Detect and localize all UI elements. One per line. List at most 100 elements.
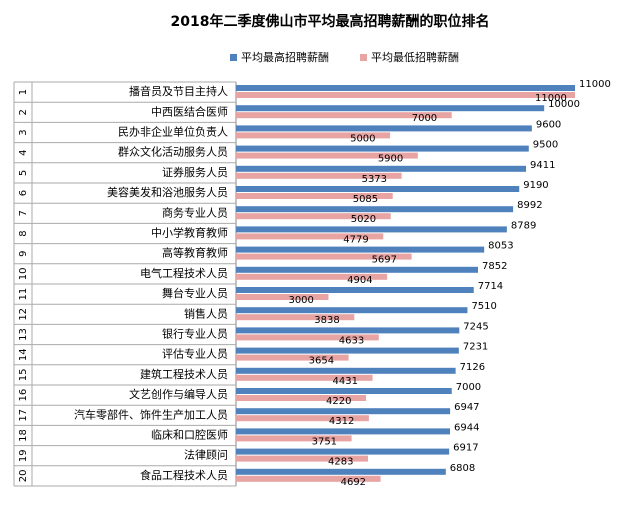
value-label: 7000 [456, 382, 481, 393]
bar [236, 186, 520, 192]
value-label: 8992 [517, 200, 542, 211]
value-label: 9500 [533, 140, 558, 151]
value-label: 4283 [328, 457, 353, 468]
rank-label: 17 [18, 409, 29, 422]
rank-label: 1 [18, 89, 29, 95]
rank-label: 10 [18, 268, 29, 281]
value-label: 5697 [372, 255, 397, 266]
bar [236, 415, 369, 422]
value-label: 8789 [511, 220, 536, 231]
value-label: 7510 [471, 301, 496, 312]
category-label: 中小学教育教师 [151, 226, 228, 240]
rank-label: 16 [18, 389, 29, 402]
bar [236, 294, 329, 300]
bar [236, 408, 451, 415]
category-label: 食品工程技术人员 [140, 468, 228, 482]
bar [236, 165, 527, 172]
rank-label: 12 [18, 308, 29, 321]
category-label: 美容美发和浴池服务人员 [107, 185, 228, 199]
bar [236, 468, 446, 475]
value-label: 5000 [350, 133, 375, 144]
category-label: 高等教育教师 [162, 246, 228, 260]
value-label: 4779 [343, 234, 368, 245]
bar [236, 327, 460, 334]
category-label: 评估专业人员 [162, 347, 228, 361]
category-label: 证券服务人员 [162, 165, 228, 179]
value-label: 7714 [478, 281, 503, 292]
category-label: 电气工程技术人员 [140, 266, 228, 280]
bar [236, 226, 507, 233]
bar [236, 388, 452, 394]
bar [236, 253, 412, 260]
bar [236, 374, 373, 381]
bar [236, 172, 402, 179]
value-label: 3654 [309, 356, 334, 367]
value-label: 7852 [482, 261, 507, 272]
bar [236, 314, 355, 321]
bar [236, 112, 452, 119]
bar [236, 455, 368, 462]
value-label: 11000 [535, 93, 567, 104]
value-label: 9600 [536, 119, 561, 130]
rank-label: 3 [18, 129, 29, 135]
legend-label: 平均最低招聘薪酬 [371, 50, 459, 64]
bar [236, 125, 532, 132]
category-label: 银行专业人员 [162, 327, 228, 341]
legend-label: 平均最高招聘薪酬 [241, 50, 329, 64]
bar [236, 92, 575, 98]
legend-swatch [230, 54, 237, 61]
category-label: 汽车零部件、饰件生产加工人员 [74, 407, 228, 421]
bar [236, 193, 393, 199]
bar [236, 354, 349, 361]
value-label: 11000 [579, 79, 611, 90]
value-label: 7245 [463, 321, 488, 332]
bar [236, 85, 575, 91]
rank-label: 6 [18, 190, 29, 196]
rank-label: 11 [18, 288, 29, 301]
category-label: 商务专业人员 [162, 205, 228, 219]
rank-label: 7 [18, 210, 29, 216]
bar [236, 395, 367, 401]
bar [236, 132, 391, 139]
bar [236, 435, 352, 442]
value-label: 7231 [463, 342, 488, 353]
category-label: 中西医结合医师 [151, 104, 228, 118]
bar [236, 273, 388, 280]
category-label: 建筑工程技术人员 [140, 367, 228, 381]
category-label: 群众文化活动服务人员 [118, 145, 228, 159]
rank-label: 18 [18, 429, 29, 442]
value-label: 9190 [523, 180, 548, 191]
category-label: 法律顾问 [184, 448, 228, 462]
bar [236, 347, 459, 354]
bar [236, 287, 474, 293]
bar [236, 246, 485, 253]
bar [236, 233, 384, 240]
rank-label: 9 [18, 251, 29, 257]
rank-label: 20 [18, 470, 29, 483]
rank-label: 13 [18, 328, 29, 341]
category-label: 临床和口腔医师 [151, 428, 228, 442]
value-label: 3000 [288, 295, 313, 306]
value-label: 3751 [312, 436, 337, 447]
value-label: 4692 [341, 477, 366, 488]
legend-swatch [360, 54, 367, 61]
value-label: 4312 [329, 416, 354, 427]
bar [236, 367, 456, 374]
value-label: 5085 [353, 194, 378, 205]
category-label: 民办非企业单位负责人 [118, 125, 228, 139]
rank-label: 5 [18, 170, 29, 176]
rank-label: 19 [18, 449, 29, 462]
value-label: 10000 [548, 99, 580, 110]
bar [236, 307, 468, 314]
category-label: 舞台专业人员 [162, 286, 228, 300]
value-label: 6944 [454, 422, 479, 433]
bar [236, 213, 391, 220]
value-label: 5900 [378, 154, 403, 165]
category-label: 文艺创作与编导人员 [129, 387, 228, 401]
value-label: 7126 [460, 362, 485, 373]
category-label: 销售人员 [184, 306, 228, 320]
rank-label: 4 [18, 150, 29, 156]
value-label: 9411 [530, 160, 555, 171]
value-label: 6947 [454, 402, 479, 413]
